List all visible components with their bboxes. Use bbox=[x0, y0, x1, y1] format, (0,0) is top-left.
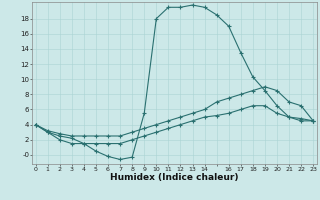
X-axis label: Humidex (Indice chaleur): Humidex (Indice chaleur) bbox=[110, 173, 239, 182]
